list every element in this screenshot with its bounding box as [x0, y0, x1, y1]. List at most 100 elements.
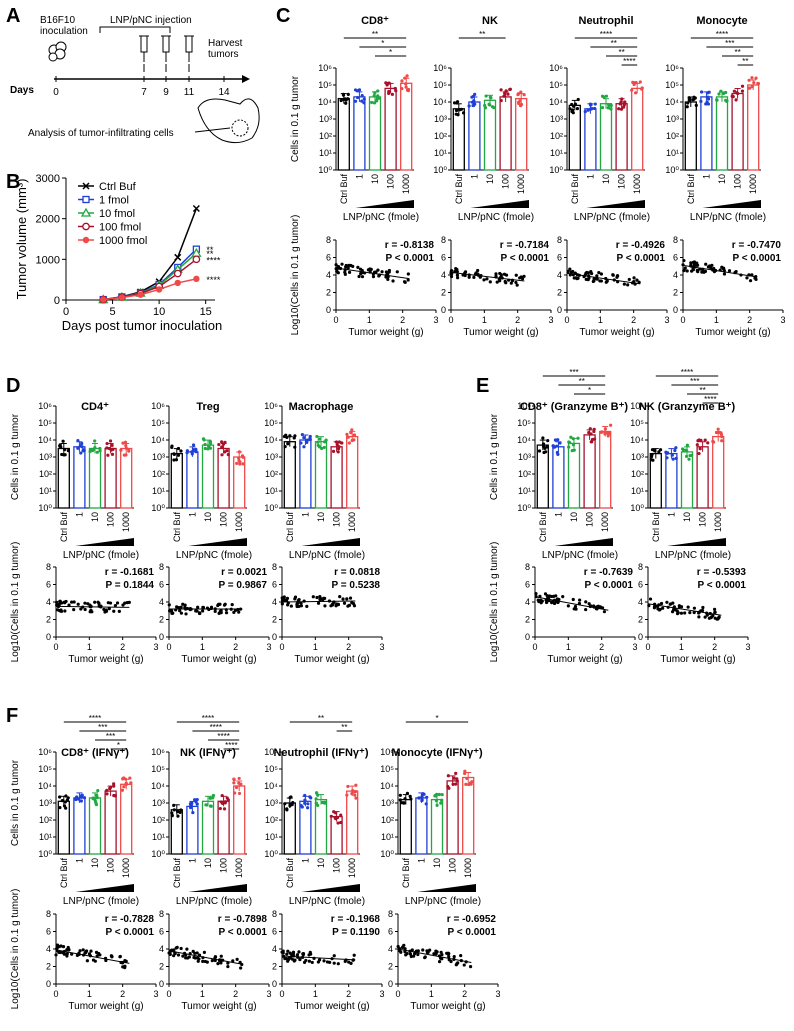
bar-dot	[339, 98, 343, 103]
bar-category-label: 10	[485, 174, 495, 184]
bar-title: Neutrophil	[579, 15, 634, 27]
corr-dot	[184, 956, 188, 960]
bar-category-label: 1000	[121, 858, 131, 878]
bar-dot	[191, 810, 195, 815]
bar-category-label: 1	[74, 512, 84, 517]
bar-dot	[176, 453, 181, 457]
cells-y-axis-label: Cells in 0.1 g tumor	[10, 413, 21, 500]
bar-dot	[300, 432, 304, 437]
corr-dot	[474, 271, 478, 275]
bar-category-label: 10	[316, 858, 326, 868]
significance-label: ***	[98, 723, 107, 732]
bar-dot	[335, 442, 339, 447]
bar-dot	[89, 448, 93, 452]
corr-y-tick-label: 2	[272, 615, 277, 625]
corr-dot	[184, 612, 188, 616]
corr-dot	[568, 267, 572, 271]
corr-x-axis-label: Tumor weight (g)	[410, 1001, 485, 1012]
corr-dot	[78, 949, 82, 953]
bar-dot	[122, 776, 126, 780]
corr-y-tick-label: 2	[272, 962, 277, 972]
bar-dot	[712, 440, 716, 444]
bar-4	[462, 776, 475, 855]
bar-dot	[220, 793, 224, 798]
bar-dot	[692, 95, 696, 99]
bar-category-label: 1000	[234, 512, 244, 532]
bar-panel-f1: CD8⁺ (IFNγ⁺) 10⁰ 10¹ 10² 10³ 10⁴ 10⁵ 10⁶ Ctrl Bu…	[38, 714, 139, 907]
bar-dot	[282, 434, 287, 439]
bar-y-tick-label: 10⁵	[151, 418, 165, 428]
corr-x-tick-label: 2	[712, 642, 717, 652]
bar-dot	[570, 102, 574, 107]
corr-dot	[498, 271, 502, 276]
corr-dot	[352, 953, 356, 957]
corr-dot	[290, 952, 294, 957]
bar-dot	[420, 798, 424, 802]
bar-3	[104, 447, 117, 509]
bar-panel-f3: Neutrophil (IFNγ⁺) 10⁰ 10¹ 10² 10³ 10⁴ 10⁵ 10⁶ C…	[264, 714, 369, 907]
timeline-arrow-icon	[242, 75, 250, 83]
corr-x-tick-label: 2	[120, 642, 125, 652]
bar-dot	[619, 107, 624, 111]
bar-4	[400, 82, 413, 171]
bar-1	[584, 108, 597, 171]
bar-dot	[589, 440, 593, 444]
bar-dot	[607, 431, 612, 436]
dose-ramp-icon	[188, 884, 247, 892]
bar-dot	[470, 780, 474, 784]
corr-dot	[197, 957, 201, 961]
bar-1	[73, 446, 86, 509]
bar-3	[615, 103, 628, 171]
bar-title: Monocyte	[696, 15, 747, 27]
bar-dot	[355, 95, 360, 100]
bar-dot	[638, 80, 642, 84]
bar-dot	[558, 441, 562, 445]
bar-dot	[592, 429, 596, 434]
bar-category-label: 100	[219, 512, 229, 527]
bar-dot	[588, 427, 592, 431]
bar-category-label: 100	[585, 512, 595, 527]
bar-category-label: Ctrl Buf	[285, 512, 295, 543]
bar-dot	[488, 95, 492, 99]
bar-dot	[170, 444, 174, 448]
b-point	[192, 204, 200, 213]
corr-dot	[514, 273, 518, 277]
bar-dot	[360, 94, 364, 98]
corr-p-value: P < 0.0001	[448, 927, 497, 938]
corr-dot	[336, 962, 340, 966]
bar-dot	[446, 774, 450, 778]
corr-x-tick-label: 3	[780, 315, 785, 325]
bar-dot	[376, 89, 380, 93]
bar-y-tick-label: 10⁴	[264, 435, 278, 445]
bar-dot	[66, 449, 70, 453]
bar-dot	[593, 102, 597, 106]
corr-dot	[686, 605, 690, 609]
bar-dot	[353, 99, 358, 103]
corr-regression-line	[281, 955, 356, 961]
corr-p-value: P < 0.0001	[698, 580, 747, 591]
bar-y-tick-label: 10⁰	[38, 503, 52, 513]
b-point	[100, 296, 107, 303]
bar-y-tick-label: 10³	[381, 798, 394, 808]
corr-regression-line	[281, 600, 356, 603]
bar-dot	[283, 802, 287, 806]
bar-dot	[203, 442, 207, 447]
significance-label: ***	[106, 732, 115, 741]
corr-dot	[590, 271, 594, 276]
bar-y-tick-label: 10³	[39, 452, 52, 462]
bar-dot	[211, 794, 215, 799]
bar-dot	[108, 439, 113, 443]
bar-y-tick-label: 10⁵	[665, 80, 679, 90]
corr-x-tick-label: 3	[153, 642, 158, 652]
corr-y-tick-label: 2	[638, 615, 643, 625]
bar-y-tick-label: 10¹	[265, 832, 278, 842]
bar-dot	[406, 87, 411, 92]
bar-dot	[241, 462, 245, 466]
corr-dot	[89, 949, 93, 953]
corr-p-value: P < 0.0001	[386, 253, 435, 264]
bar-dot	[454, 108, 459, 113]
bar-dot	[119, 448, 123, 452]
bar-category-label: 10	[90, 858, 100, 868]
bar-y-tick-label: 10⁰	[264, 849, 278, 859]
corr-dot	[509, 281, 513, 285]
